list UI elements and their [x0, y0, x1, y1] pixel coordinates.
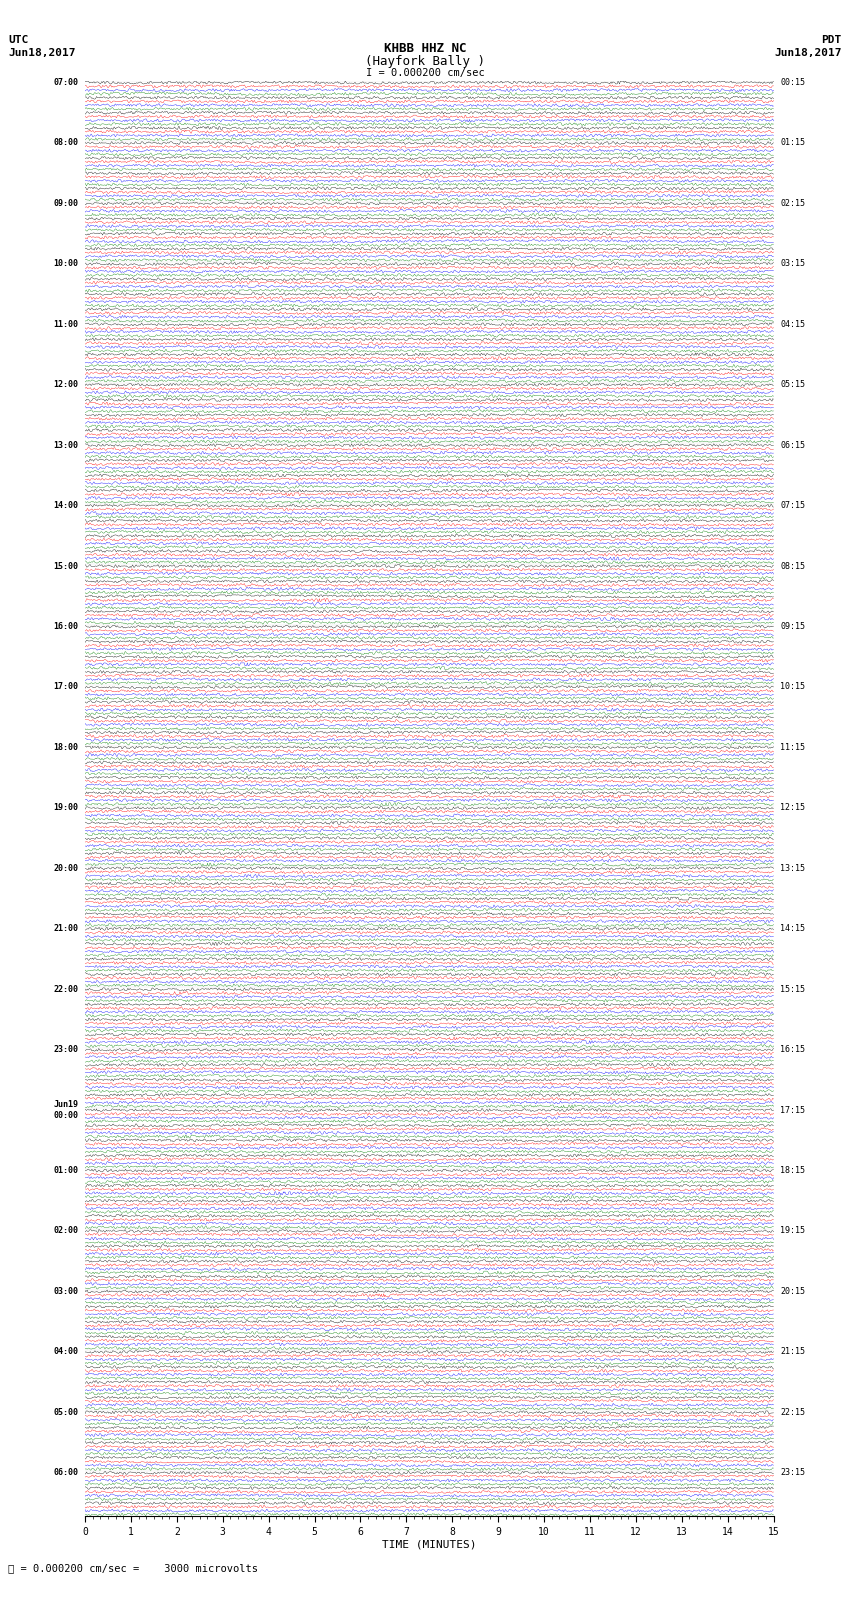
Text: 16:00: 16:00	[53, 623, 78, 631]
Text: Jun19
00:00: Jun19 00:00	[53, 1100, 78, 1119]
Text: 07:15: 07:15	[780, 502, 806, 510]
Text: 15:00: 15:00	[53, 561, 78, 571]
Text: 00:15: 00:15	[780, 77, 806, 87]
Text: (Hayfork Bally ): (Hayfork Bally )	[365, 55, 485, 68]
Text: 17:00: 17:00	[53, 682, 78, 692]
Text: 02:15: 02:15	[780, 198, 806, 208]
Text: 09:15: 09:15	[780, 623, 806, 631]
Text: 12:15: 12:15	[780, 803, 806, 813]
Text: 18:00: 18:00	[53, 744, 78, 752]
Text: 14:00: 14:00	[53, 502, 78, 510]
Text: 05:00: 05:00	[53, 1408, 78, 1416]
Text: 01:15: 01:15	[780, 139, 806, 147]
Text: 23:15: 23:15	[780, 1468, 806, 1478]
Text: I = 0.000200 cm/sec: I = 0.000200 cm/sec	[366, 68, 484, 77]
Text: 04:15: 04:15	[780, 319, 806, 329]
Text: 06:15: 06:15	[780, 440, 806, 450]
Text: 08:00: 08:00	[53, 139, 78, 147]
Text: KHBB HHZ NC: KHBB HHZ NC	[383, 42, 467, 55]
Text: 02:00: 02:00	[53, 1226, 78, 1236]
Text: ℓ = 0.000200 cm/sec =    3000 microvolts: ℓ = 0.000200 cm/sec = 3000 microvolts	[8, 1563, 258, 1573]
Text: 01:00: 01:00	[53, 1166, 78, 1174]
Text: 18:15: 18:15	[780, 1166, 806, 1174]
Text: 16:15: 16:15	[780, 1045, 806, 1055]
Text: 22:00: 22:00	[53, 984, 78, 994]
Text: 15:15: 15:15	[780, 984, 806, 994]
Text: 10:00: 10:00	[53, 260, 78, 268]
Text: 09:00: 09:00	[53, 198, 78, 208]
Text: Jun18,2017: Jun18,2017	[8, 48, 76, 58]
Text: 21:15: 21:15	[780, 1347, 806, 1357]
Text: 08:15: 08:15	[780, 561, 806, 571]
Text: 14:15: 14:15	[780, 924, 806, 934]
Text: 21:00: 21:00	[53, 924, 78, 934]
Text: 06:00: 06:00	[53, 1468, 78, 1478]
Text: 19:00: 19:00	[53, 803, 78, 813]
Text: Jun18,2017: Jun18,2017	[774, 48, 842, 58]
Text: 03:15: 03:15	[780, 260, 806, 268]
Text: 10:15: 10:15	[780, 682, 806, 692]
Text: 22:15: 22:15	[780, 1408, 806, 1416]
Text: UTC: UTC	[8, 35, 29, 45]
Text: 11:00: 11:00	[53, 319, 78, 329]
Text: 20:00: 20:00	[53, 865, 78, 873]
Text: 20:15: 20:15	[780, 1287, 806, 1295]
Text: 11:15: 11:15	[780, 744, 806, 752]
Text: 12:00: 12:00	[53, 381, 78, 389]
Text: 04:00: 04:00	[53, 1347, 78, 1357]
Text: 07:00: 07:00	[53, 77, 78, 87]
Text: 13:00: 13:00	[53, 440, 78, 450]
Text: 17:15: 17:15	[780, 1105, 806, 1115]
Text: 13:15: 13:15	[780, 865, 806, 873]
Text: 23:00: 23:00	[53, 1045, 78, 1055]
X-axis label: TIME (MINUTES): TIME (MINUTES)	[382, 1539, 477, 1550]
Text: 05:15: 05:15	[780, 381, 806, 389]
Text: PDT: PDT	[821, 35, 842, 45]
Text: 03:00: 03:00	[53, 1287, 78, 1295]
Text: 19:15: 19:15	[780, 1226, 806, 1236]
